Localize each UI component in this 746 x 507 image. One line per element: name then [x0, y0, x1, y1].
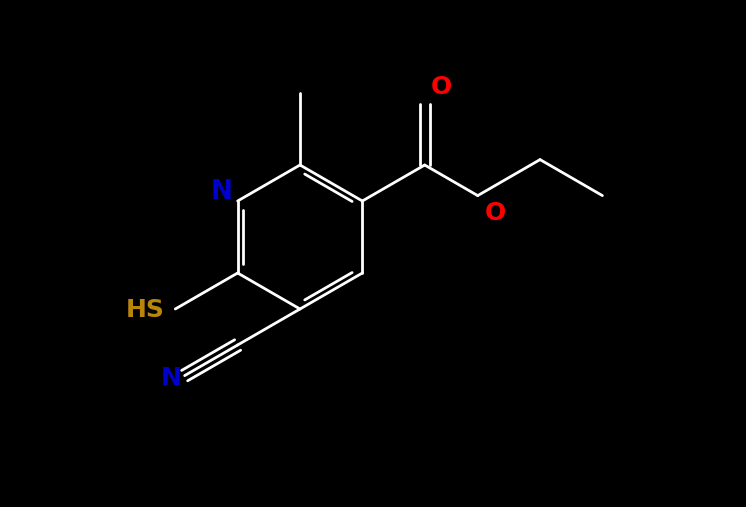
Text: HS: HS: [126, 298, 165, 322]
Text: O: O: [430, 75, 452, 99]
Text: O: O: [485, 201, 506, 225]
Text: N: N: [211, 179, 233, 205]
Text: N: N: [160, 366, 181, 389]
